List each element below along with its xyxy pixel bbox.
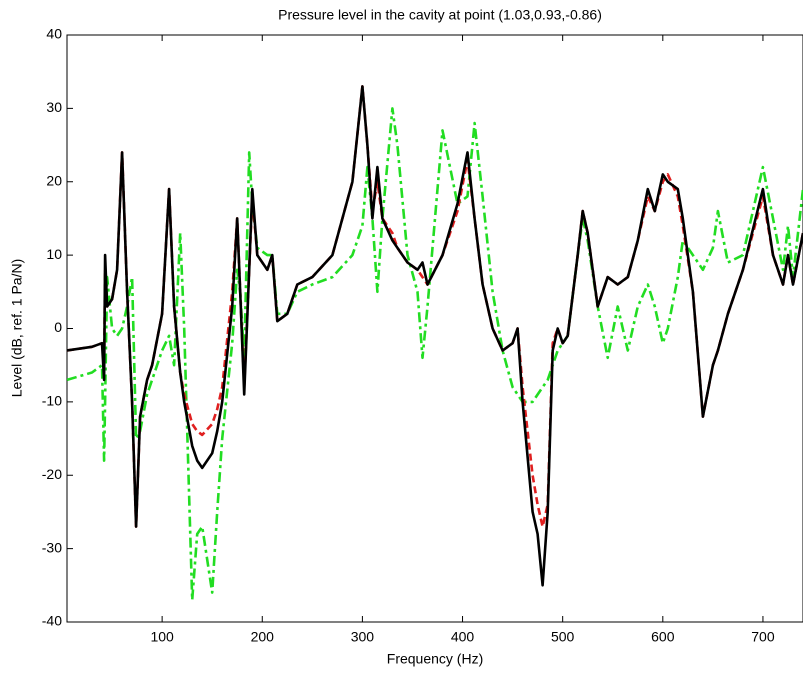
chart-title: Pressure level in the cavity at point (1… xyxy=(278,7,602,23)
y-tick-label: 10 xyxy=(46,246,62,262)
x-tick-label: 200 xyxy=(251,629,275,645)
y-tick-label: -20 xyxy=(42,466,62,482)
y-axis-label: Level (dB, ref. 1 Pa/N) xyxy=(9,259,25,398)
x-tick-label: 700 xyxy=(751,629,775,645)
x-tick-label: 600 xyxy=(651,629,675,645)
y-tick-label: 0 xyxy=(54,319,62,335)
y-tick-label: -40 xyxy=(42,613,62,629)
x-tick-label: 400 xyxy=(451,629,475,645)
data-line xyxy=(67,85,803,587)
y-tick-label: 20 xyxy=(46,172,62,188)
x-axis-label: Frequency (Hz) xyxy=(387,651,483,667)
y-tick-label: 40 xyxy=(46,26,62,42)
x-tick-label: 300 xyxy=(351,629,375,645)
data-line xyxy=(67,107,803,602)
y-tick-label: 30 xyxy=(46,99,62,115)
x-tick-label: 100 xyxy=(150,629,174,645)
x-tick-label: 500 xyxy=(551,629,575,645)
y-tick-label: -10 xyxy=(42,393,62,409)
y-tick-label: -30 xyxy=(42,539,62,555)
